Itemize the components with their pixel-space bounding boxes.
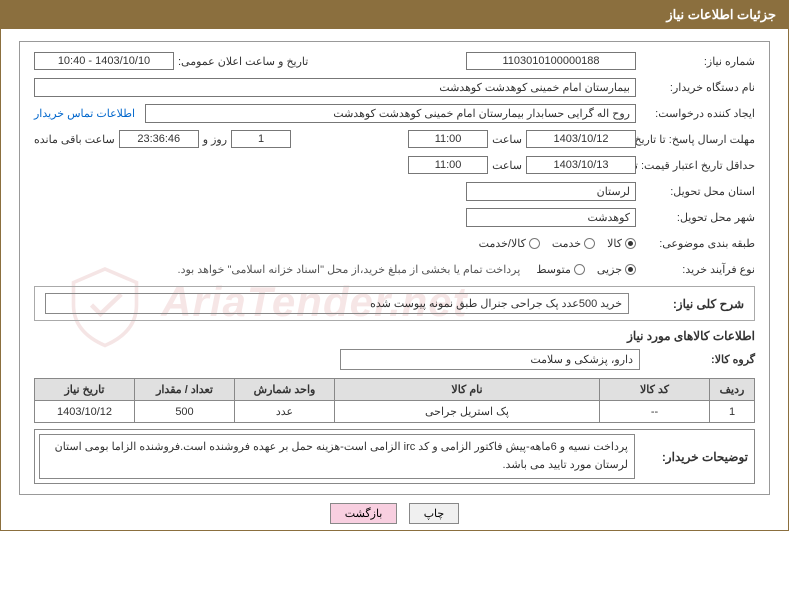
value-deadline-hour: 11:00: [408, 130, 488, 148]
items-table: ردیف کد کالا نام کالا واحد شمارش تعداد /…: [34, 378, 755, 423]
radio-both[interactable]: کالا/خدمت: [479, 237, 540, 250]
radio-medium-label: متوسط: [536, 263, 571, 276]
td-row: 1: [710, 401, 755, 423]
label-hour-2: ساعت: [492, 159, 522, 172]
panel-title: جزئیات اطلاعات نیاز: [1, 1, 788, 29]
label-category: طبقه بندی موضوعی:: [640, 237, 755, 250]
label-hour-1: ساعت: [492, 133, 522, 146]
th-row: ردیف: [710, 379, 755, 401]
label-overall-desc: شرح کلی نیاز:: [629, 297, 744, 311]
radio-service-label: خدمت: [552, 237, 581, 250]
label-buyer-notes: توضیحات خریدار:: [639, 430, 754, 483]
th-code: کد کالا: [600, 379, 710, 401]
label-buyer-org: نام دستگاه خریدار:: [640, 81, 755, 94]
print-button[interactable]: چاپ: [409, 503, 460, 524]
label-remaining: ساعت باقی مانده: [34, 133, 115, 146]
radio-partial[interactable]: جزیی: [597, 263, 636, 276]
radio-both-label: کالا/خدمت: [479, 237, 526, 250]
form-container: شماره نیاز: 1103010100000188 تاریخ و ساع…: [19, 41, 770, 495]
category-radio-group: کالا خدمت کالا/خدمت: [479, 237, 636, 250]
label-days-and: روز و: [203, 133, 227, 146]
label-deadline: مهلت ارسال پاسخ: تا تاریخ:: [640, 133, 755, 146]
td-qty: 500: [135, 401, 235, 423]
table-row: 1 -- پک استریل جراحی عدد 500 1403/10/12: [35, 401, 755, 423]
label-validity: حداقل تاریخ اعتبار قیمت: تا تاریخ:: [640, 159, 755, 172]
items-heading: اطلاعات کالاهای مورد نیاز: [34, 329, 755, 343]
radio-service[interactable]: خدمت: [552, 237, 595, 250]
td-code: --: [600, 401, 710, 423]
th-unit: واحد شمارش: [235, 379, 335, 401]
value-requester: روح اله گرایی حسابدار بیمارستان امام خمی…: [145, 104, 636, 123]
value-item-group: دارو، پزشکی و سلامت: [340, 349, 640, 370]
value-buyer-org: بیمارستان امام خمینی کوهدشت کوهدشت: [34, 78, 636, 97]
label-city: شهر محل تحویل:: [640, 211, 755, 224]
label-need-no: شماره نیاز:: [640, 55, 755, 68]
back-button[interactable]: بازگشت: [330, 503, 398, 524]
value-validity-hour: 11:00: [408, 156, 488, 174]
buyer-notes-section: توضیحات خریدار: پرداخت نسیه و 6ماهه-پیش …: [34, 429, 755, 484]
th-needdate: تاریخ نیاز: [35, 379, 135, 401]
th-qty: تعداد / مقدار: [135, 379, 235, 401]
value-time-left: 23:36:46: [119, 130, 199, 148]
process-radio-group: جزیی متوسط: [536, 263, 636, 276]
buyer-contact-link[interactable]: اطلاعات تماس خریدار: [34, 107, 135, 120]
radio-goods[interactable]: کالا: [607, 237, 636, 250]
td-needdate: 1403/10/12: [35, 401, 135, 423]
th-name: نام کالا: [335, 379, 600, 401]
td-name: پک استریل جراحی: [335, 401, 600, 423]
value-province: لرستان: [466, 182, 636, 201]
td-unit: عدد: [235, 401, 335, 423]
label-province: استان محل تحویل:: [640, 185, 755, 198]
label-announce-date: تاریخ و ساعت اعلان عمومی:: [178, 55, 308, 68]
label-item-group: گروه کالا:: [640, 353, 755, 366]
radio-partial-label: جزیی: [597, 263, 622, 276]
radio-dot-goods: [628, 241, 633, 246]
value-validity-date: 1403/10/13: [526, 156, 636, 174]
radio-dot-partial: [628, 267, 633, 272]
value-announce-date: 1403/10/10 - 10:40: [34, 52, 174, 70]
label-requester: ایجاد کننده درخواست:: [640, 107, 755, 120]
label-process: نوع فرآیند خرید:: [640, 263, 755, 276]
radio-goods-label: کالا: [607, 237, 622, 250]
value-deadline-date: 1403/10/12: [526, 130, 636, 148]
value-buyer-notes: پرداخت نسیه و 6ماهه-پیش فاکتور الزامی و …: [39, 434, 635, 479]
button-row: چاپ بازگشت: [1, 503, 788, 524]
value-need-no: 1103010100000188: [466, 52, 636, 70]
value-days-left: 1: [231, 130, 291, 148]
payment-note: پرداخت تمام یا بخشی از مبلغ خرید،از محل …: [178, 263, 521, 276]
value-city: کوهدشت: [466, 208, 636, 227]
overall-desc-section: شرح کلی نیاز: خرید 500عدد پک جراحی جنرال…: [34, 286, 755, 321]
radio-medium[interactable]: متوسط: [536, 263, 585, 276]
value-overall-desc: خرید 500عدد پک جراحی جنرال طبق نمونه پیو…: [45, 293, 629, 314]
